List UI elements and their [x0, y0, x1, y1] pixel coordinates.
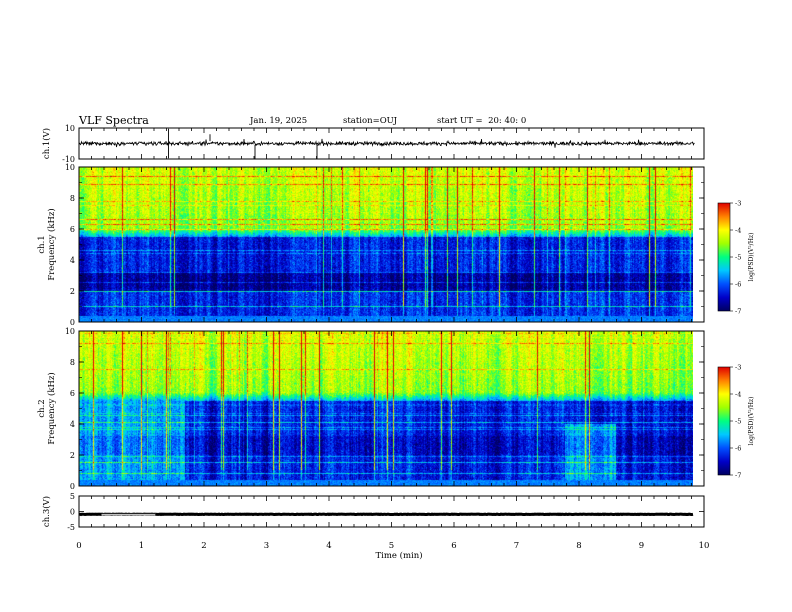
colorbar-label: log(PSD)(V²/Hz) [748, 233, 755, 282]
ch1-spectrogram-axis: 0 2 4 6 8 10 ch.1 Frequency (kHz) [37, 163, 705, 327]
y-tick-label: -10 [62, 155, 75, 164]
colorbar-tick-label: -3 [735, 200, 741, 208]
x-tick-label: 3 [264, 541, 269, 551]
y-tick-label: 0 [70, 318, 75, 327]
y-tick-label: 2 [70, 287, 75, 296]
x-tick-label: 9 [639, 541, 644, 551]
chart-title: VLF Spectra [79, 114, 149, 127]
y-tick-label: 5 [70, 492, 75, 501]
y-tick-label: 10 [65, 327, 75, 336]
colorbar-tick-label: -6 [735, 445, 741, 453]
y-tick-label: 2 [70, 451, 75, 460]
colorbar-tick-label: -7 [735, 308, 741, 316]
y-axis-label: Frequency (kHz) [46, 372, 57, 444]
y-tick-label: 4 [70, 420, 75, 429]
x-tick-label: 8 [576, 541, 581, 551]
colorbar-gradient [717, 202, 731, 312]
ch1-colorbar: -3 -4 -5 -6 -7 log(PSD)(V²/Hz) [717, 200, 755, 316]
y-tick-label: 10 [65, 163, 75, 172]
y-tick-label: 0 [70, 508, 75, 517]
x-tick-label: 4 [326, 541, 331, 551]
y-tick-label: 4 [70, 256, 75, 265]
colorbar-gradient [717, 366, 731, 476]
x-tick-label: 2 [201, 541, 206, 551]
colorbar-tick-label: -4 [735, 391, 741, 399]
colorbar-tick-label: -4 [735, 227, 741, 235]
ch1-waveform-trace [79, 138, 695, 148]
y-axis-label: ch.3(V) [41, 496, 52, 527]
x-tick-label: 5 [389, 541, 394, 551]
x-tick-label: 10 [699, 541, 710, 551]
y-tick-label: -5 [67, 523, 75, 532]
ch2-spectrogram-axis: 0 2 4 6 8 10 ch.2 Frequency (kHz) [37, 327, 705, 491]
y-tick-label: 6 [70, 389, 75, 398]
colorbar-tick-label: -5 [735, 254, 741, 262]
y-axis-label: ch.1(V) [41, 128, 52, 159]
ch3-waveform-frame [78, 495, 705, 528]
y-tick-label: 6 [70, 225, 75, 234]
ch1-spectrogram-image [79, 167, 693, 322]
colorbar-label: log(PSD)(V²/Hz) [748, 397, 755, 446]
ch2-colorbar: -3 -4 -5 -6 -7 log(PSD)(V²/Hz) [717, 364, 755, 480]
colorbar-tick-label: -3 [735, 364, 741, 372]
ch1-waveform-panel: 10 -10 ch.1(V) [41, 124, 705, 164]
y-tick-label: 8 [70, 194, 75, 203]
ch1-waveform-axis: 10 -10 ch.1(V) [41, 124, 705, 164]
ch2-spectrogram-panel: 0 2 4 6 8 10 ch.2 Frequency (kHz) [37, 327, 705, 491]
x-tick-label: 1 [139, 541, 144, 551]
x-tick-label: 6 [451, 541, 456, 551]
colorbar-tick-label: -7 [735, 472, 741, 480]
x-tick-label: 7 [514, 541, 519, 551]
x-tick-label: 0 [76, 541, 81, 551]
colorbar-tick-label: -5 [735, 418, 741, 426]
ch1-spectrogram-panel: 0 2 4 6 8 10 ch.1 Frequency (kHz) [37, 163, 705, 327]
y-tick-label: 10 [65, 124, 75, 133]
y-axis-label: Frequency (kHz) [46, 208, 57, 280]
y-tick-label: 0 [70, 482, 75, 491]
start-time-label: start UT = 20: 40: 0 [437, 116, 527, 126]
y-tick-label: 8 [70, 358, 75, 367]
y-axis-label: ch.2 [37, 399, 47, 417]
station-label: station=OUJ [343, 116, 398, 126]
date-label: Jan. 19, 2025 [250, 116, 308, 126]
colorbar-tick-label: -6 [735, 281, 741, 289]
x-axis-label: Time (min) [375, 550, 422, 561]
ch2-spectrogram-image [79, 331, 693, 486]
y-axis-label: ch.1 [37, 235, 47, 253]
